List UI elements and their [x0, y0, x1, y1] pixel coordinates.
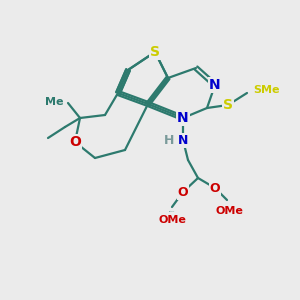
Text: OMe: OMe [215, 206, 243, 216]
Text: methoxy: methoxy [169, 211, 175, 212]
Text: O: O [69, 135, 81, 149]
Text: N: N [209, 78, 221, 92]
Text: N: N [177, 111, 189, 125]
Text: H: H [164, 134, 174, 146]
Text: S: S [150, 45, 160, 59]
Text: O: O [178, 185, 188, 199]
Text: Me: Me [46, 97, 64, 107]
Text: O: O [210, 182, 220, 194]
Text: SMe: SMe [253, 85, 280, 95]
Text: N: N [178, 134, 188, 146]
Text: S: S [223, 98, 233, 112]
Text: OMe: OMe [158, 215, 186, 225]
